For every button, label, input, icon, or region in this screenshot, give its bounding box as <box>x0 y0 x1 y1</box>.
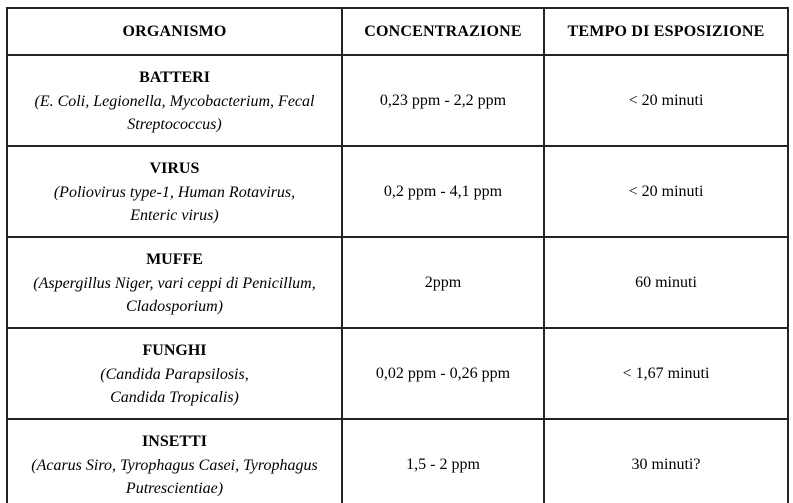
table-row-muffe: MUFFE (Aspergillus Niger, vari ceppi di … <box>6 236 789 329</box>
organism-cell: FUNGHI (Candida Parapsilosis, Candida Tr… <box>6 327 343 420</box>
organism-cell: VIRUS (Poliovirus type-1, Human Rotaviru… <box>6 145 343 238</box>
exposure-time-cell: < 20 minuti <box>543 145 789 238</box>
table-row-funghi: FUNGHI (Candida Parapsilosis, Candida Tr… <box>6 327 789 420</box>
concentration-cell: 0,2 ppm - 4,1 ppm <box>341 145 545 238</box>
species-line: (Aspergillus Niger, vari ceppi di Penici… <box>33 274 316 292</box>
exposure-time-cell: < 20 minuti <box>543 54 789 147</box>
organism-name: BATTERI <box>139 68 210 86</box>
concentration-value: 0,02 ppm - 0,26 ppm <box>375 364 511 382</box>
species-line: Cladosporium) <box>126 297 223 315</box>
organism-cell: INSETTI (Acarus Siro, Tyrophagus Casei, … <box>6 418 343 503</box>
species-line: Streptococcus) <box>127 115 222 133</box>
exposure-time-value: 30 minuti? <box>631 455 701 473</box>
exposure-time-cell: < 1,67 minuti <box>543 327 789 420</box>
species-line: (Poliovirus type-1, Human Rotavirus, <box>53 183 296 201</box>
organism-cell: BATTERI (E. Coli, Legionella, Mycobacter… <box>6 54 343 147</box>
organism-name: INSETTI <box>142 432 207 450</box>
species-line: (Acarus Siro, Tyrophagus Casei, Tyrophag… <box>31 456 318 474</box>
species-line: (Candida Parapsilosis, <box>100 365 249 383</box>
exposure-time-value: 60 minuti <box>635 273 697 291</box>
exposure-time-value: < 20 minuti <box>628 182 704 200</box>
organism-cell: MUFFE (Aspergillus Niger, vari ceppi di … <box>6 236 343 329</box>
column-header-tempo-di-esposizione: TEMPO DI ESPOSIZIONE <box>543 7 789 56</box>
concentration-value: 0,2 ppm - 4,1 ppm <box>383 182 503 200</box>
concentration-value: 2ppm <box>424 273 462 291</box>
table-row-virus: VIRUS (Poliovirus type-1, Human Rotaviru… <box>6 145 789 238</box>
organism-name: VIRUS <box>149 159 200 177</box>
table-row-batteri: BATTERI (E. Coli, Legionella, Mycobacter… <box>6 54 789 147</box>
exposure-time-cell: 60 minuti <box>543 236 789 329</box>
column-header-concentrazione: CONCENTRAZIONE <box>341 7 545 56</box>
table-header-row: ORGANISMO CONCENTRAZIONE TEMPO DI ESPOSI… <box>6 7 789 56</box>
concentration-cell: 0,02 ppm - 0,26 ppm <box>341 327 545 420</box>
species-line: (E. Coli, Legionella, Mycobacterium, Fec… <box>34 92 315 110</box>
table-row-insetti: INSETTI (Acarus Siro, Tyrophagus Casei, … <box>6 418 789 503</box>
organism-name: MUFFE <box>146 250 203 268</box>
concentration-cell: 2ppm <box>341 236 545 329</box>
concentration-value: 1,5 - 2 ppm <box>406 455 480 473</box>
concentration-value: 0,23 ppm - 2,2 ppm <box>379 91 507 109</box>
species-line: Candida Tropicalis) <box>110 388 239 406</box>
species-line: Enteric virus) <box>130 206 219 224</box>
concentration-cell: 0,23 ppm - 2,2 ppm <box>341 54 545 147</box>
species-line: Putrescientiae) <box>125 479 224 497</box>
exposure-time-cell: 30 minuti? <box>543 418 789 503</box>
column-header-organismo: ORGANISMO <box>6 7 343 56</box>
exposure-time-value: < 1,67 minuti <box>622 364 710 382</box>
exposure-time-value: < 20 minuti <box>628 91 704 109</box>
organism-name: FUNGHI <box>142 341 207 359</box>
organism-exposure-table: ORGANISMO CONCENTRAZIONE TEMPO DI ESPOSI… <box>6 7 789 503</box>
concentration-cell: 1,5 - 2 ppm <box>341 418 545 503</box>
